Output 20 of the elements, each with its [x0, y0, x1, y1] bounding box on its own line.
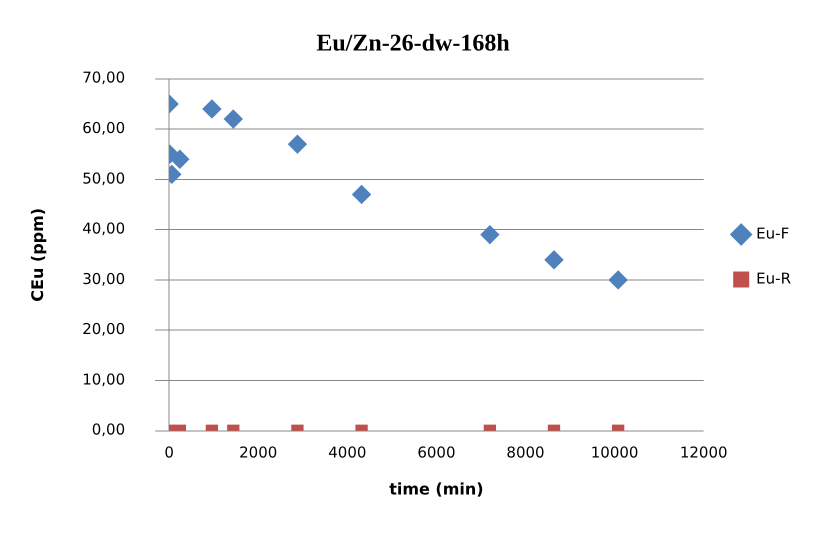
y-axis-title: CEu (ppm) — [28, 208, 47, 302]
x-tick-label: 10000 — [590, 444, 638, 462]
y-tick-label: 40,00 — [82, 220, 126, 238]
y-tick-label: 0,00 — [92, 420, 126, 439]
y-tick-label: 70,00 — [82, 68, 126, 87]
y-tick-label: 50,00 — [82, 169, 126, 188]
legend-label: Eu-F — [756, 224, 790, 242]
y-tick-label: 60,00 — [82, 118, 126, 137]
x-tick-label: 0 — [164, 444, 174, 462]
x-tick-label: 8000 — [506, 444, 545, 462]
legend-label: Eu-R — [756, 269, 792, 288]
x-tick-label: 12000 — [680, 444, 728, 462]
y-tick-label: 10,00 — [82, 370, 126, 388]
x-tick-label: 4000 — [328, 444, 366, 462]
y-tick-label: 30,00 — [82, 270, 126, 288]
x-tick-label: 2000 — [239, 444, 278, 462]
x-tick-label: 6000 — [417, 444, 456, 462]
x-axis-title: time (min) — [389, 480, 484, 499]
chart-title: Eu/Zn-26-dw-168h — [316, 30, 510, 57]
y-tick-label: 20,00 — [82, 320, 126, 338]
